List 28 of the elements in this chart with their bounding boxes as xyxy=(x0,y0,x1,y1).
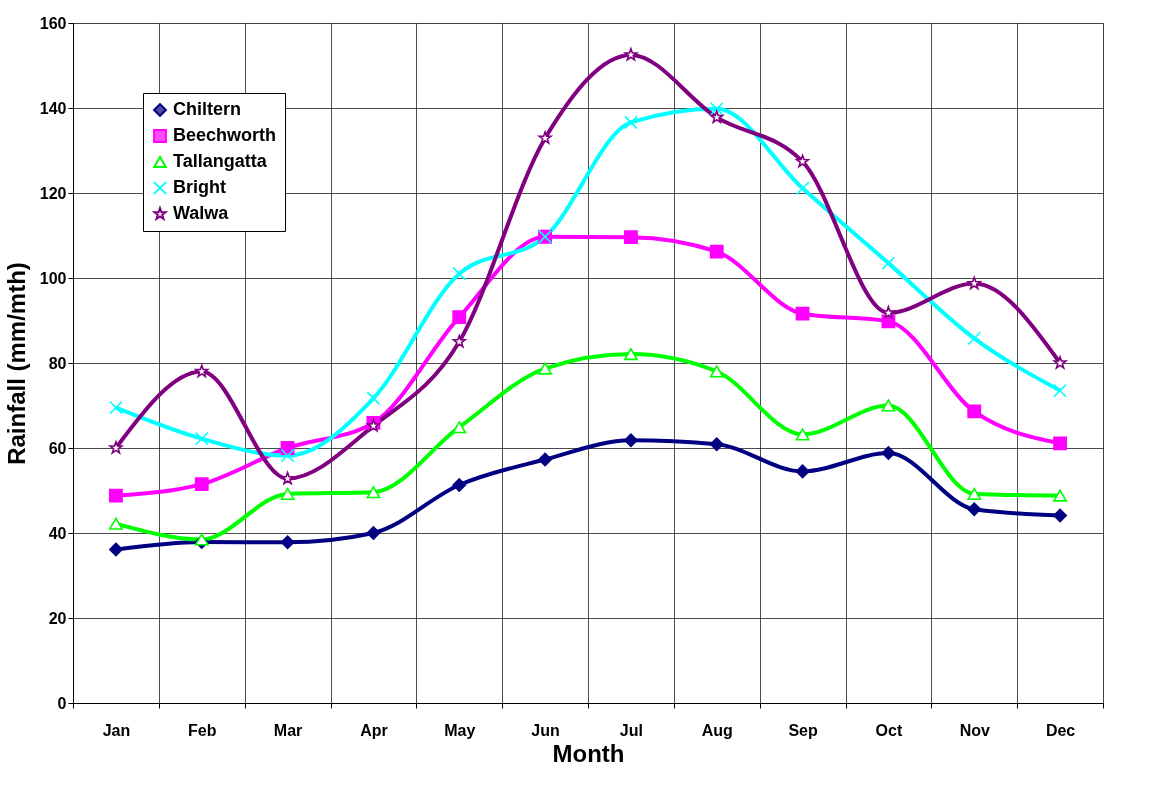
legend-label: Chiltern xyxy=(173,99,242,119)
y-tick-label: 160 xyxy=(39,14,67,32)
x-tick-label: Feb xyxy=(188,721,217,739)
y-tick-label: 0 xyxy=(57,694,67,712)
legend-label: Beechworth xyxy=(173,125,277,145)
y-tick-label: 80 xyxy=(48,354,67,372)
x-tick-label: Jul xyxy=(619,721,643,739)
x-axis-title: Month xyxy=(552,739,625,767)
y-tick-label: 60 xyxy=(48,439,67,457)
x-tick-label: Jun xyxy=(531,721,560,739)
x-tick-label: Aug xyxy=(701,721,733,739)
y-axis-title: Rainfall (mm/mth) xyxy=(2,262,30,465)
x-tick-label: Oct xyxy=(875,721,903,739)
legend-label: Tallangatta xyxy=(173,151,268,171)
x-tick-label: Sep xyxy=(788,721,818,739)
x-tick-label: Jan xyxy=(102,721,131,739)
x-tick-label: Mar xyxy=(273,721,303,739)
x-tick-label: May xyxy=(444,721,476,739)
y-tick-label: 120 xyxy=(39,184,67,202)
y-tick-label: 40 xyxy=(48,524,67,542)
legend-label: Bright xyxy=(173,177,226,197)
legend-label: Walwa xyxy=(173,203,230,223)
x-tick-label: Nov xyxy=(959,721,990,739)
y-tick-label: 20 xyxy=(48,609,67,627)
x-tick-label: Dec xyxy=(1045,721,1076,739)
y-tick-label: 100 xyxy=(39,269,67,287)
x-tick-label: Apr xyxy=(360,721,388,739)
y-tick-label: 140 xyxy=(39,99,67,117)
